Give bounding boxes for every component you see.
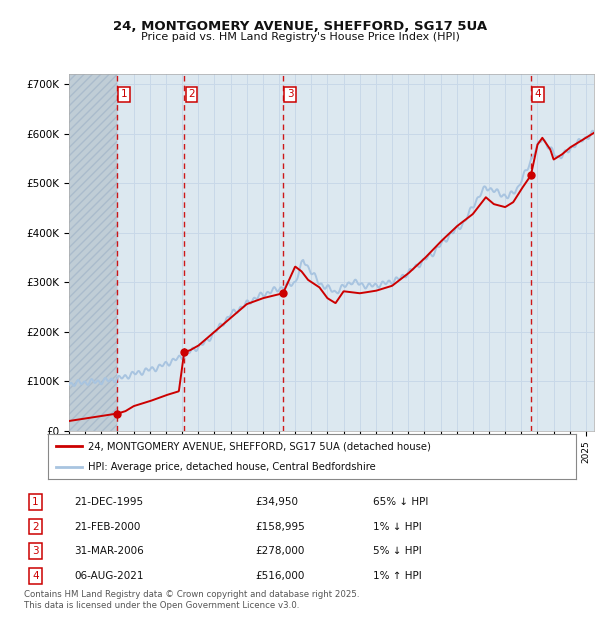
Text: £516,000: £516,000 xyxy=(255,570,304,581)
Text: 2: 2 xyxy=(32,521,39,531)
Text: 31-MAR-2006: 31-MAR-2006 xyxy=(74,546,144,556)
Text: 65% ↓ HPI: 65% ↓ HPI xyxy=(373,497,428,507)
Text: 1: 1 xyxy=(121,89,128,99)
Text: 1: 1 xyxy=(32,497,39,507)
Text: £34,950: £34,950 xyxy=(255,497,298,507)
Text: £278,000: £278,000 xyxy=(255,546,304,556)
Text: 1% ↓ HPI: 1% ↓ HPI xyxy=(373,521,422,531)
Text: 3: 3 xyxy=(32,546,39,556)
Text: 24, MONTGOMERY AVENUE, SHEFFORD, SG17 5UA (detached house): 24, MONTGOMERY AVENUE, SHEFFORD, SG17 5U… xyxy=(88,441,430,451)
Text: 3: 3 xyxy=(287,89,294,99)
Text: 5% ↓ HPI: 5% ↓ HPI xyxy=(373,546,422,556)
Text: 4: 4 xyxy=(32,570,39,581)
Text: 4: 4 xyxy=(535,89,542,99)
Text: 06-AUG-2021: 06-AUG-2021 xyxy=(74,570,144,581)
Text: £158,995: £158,995 xyxy=(255,521,305,531)
Bar xyxy=(69,74,117,431)
Text: 2: 2 xyxy=(188,89,195,99)
Text: 21-DEC-1995: 21-DEC-1995 xyxy=(74,497,143,507)
Text: 1% ↑ HPI: 1% ↑ HPI xyxy=(373,570,422,581)
Text: Price paid vs. HM Land Registry's House Price Index (HPI): Price paid vs. HM Land Registry's House … xyxy=(140,32,460,42)
Text: 24, MONTGOMERY AVENUE, SHEFFORD, SG17 5UA: 24, MONTGOMERY AVENUE, SHEFFORD, SG17 5U… xyxy=(113,20,487,33)
Text: Contains HM Land Registry data © Crown copyright and database right 2025.
This d: Contains HM Land Registry data © Crown c… xyxy=(24,590,359,609)
Text: HPI: Average price, detached house, Central Bedfordshire: HPI: Average price, detached house, Cent… xyxy=(88,463,376,472)
Text: 21-FEB-2000: 21-FEB-2000 xyxy=(74,521,141,531)
